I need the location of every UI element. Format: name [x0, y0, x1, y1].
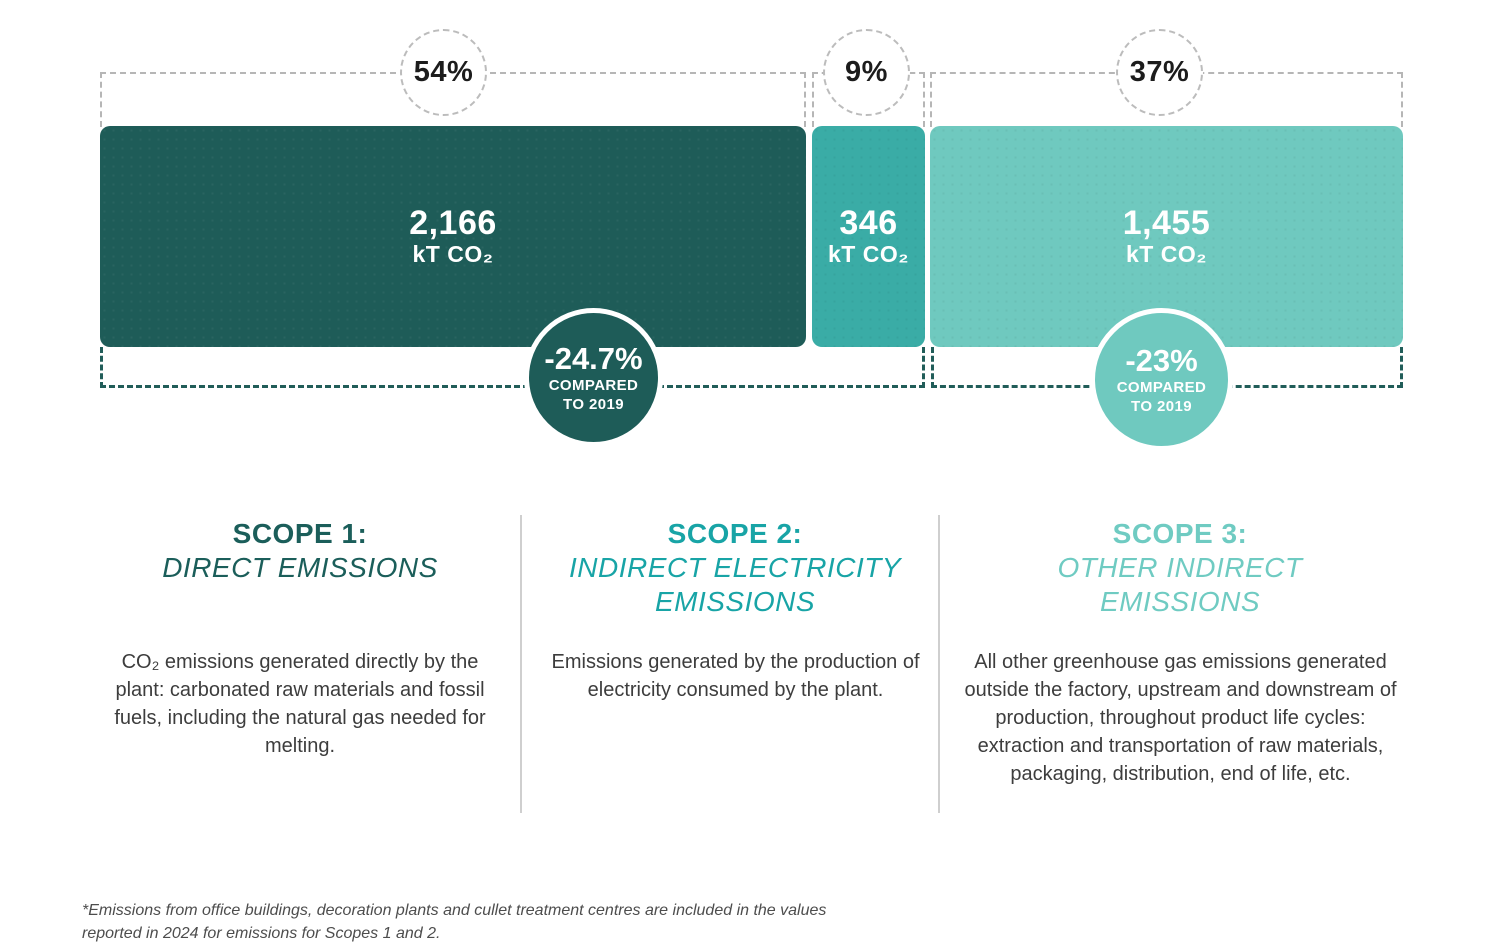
scope2-bar-label: 346 kT CO₂ [828, 205, 909, 268]
scope1-bar-label: 2,166 kT CO₂ [409, 205, 497, 268]
scope3-percent-circle: 37% [1116, 29, 1203, 116]
scope1-unit: kT CO₂ [412, 241, 494, 267]
scope2-subtitle: INDIRECT ELECTRICITY EMISSIONS [568, 552, 902, 617]
footnote: *Emissions from office buildings, decora… [82, 899, 826, 945]
scope1-description: CO₂ emissions generated directly by the … [114, 651, 486, 757]
scope3-subtitle: OTHER INDIRECT EMISSIONS [1057, 552, 1303, 617]
scope1-change-caption-line1: COMPARED [548, 376, 639, 394]
scope2-value: 346 [839, 204, 898, 242]
column-divider-2 [938, 515, 940, 813]
column-divider-1 [520, 515, 522, 813]
scope3-change-caption-line1: COMPARED [1116, 378, 1207, 396]
scope3-heading: SCOPE 3: OTHER INDIRECT EMISSIONS [955, 517, 1405, 619]
scope3-description: All other greenhouse gas emissions gener… [964, 651, 1397, 785]
footnote-line1: *Emissions from office buildings, decora… [82, 902, 827, 919]
scope3-unit: kT CO₂ [1126, 241, 1207, 267]
scope2-unit: kT CO₂ [828, 241, 909, 267]
scope2-percent-circle: 9% [823, 29, 910, 116]
scope1-bar: 2,166 kT CO₂ [100, 126, 806, 347]
scope3-change-value: -23% [1125, 342, 1198, 378]
scope2-percent-label: 9% [845, 56, 888, 88]
scope2-description: Emissions generated by the production of… [551, 651, 920, 701]
scope1-2-bottom-dashed-outline [100, 347, 925, 388]
scope1-percent-label: 54% [413, 56, 474, 88]
scope3-percent-label: 37% [1129, 56, 1190, 88]
scope1-change-badge: -24.7% COMPARED TO 2019 [524, 308, 663, 447]
scope1-percent-circle: 54% [400, 29, 487, 116]
footnote-line2: reported in 2024 for emissions for Scope… [82, 925, 441, 942]
scope1-heading: SCOPE 1: DIRECT EMISSIONS [95, 517, 505, 585]
scope1-change-value: -24.7% [544, 340, 643, 376]
scope2-title: SCOPE 2: [667, 518, 803, 549]
scope2-heading: SCOPE 2: INDIRECT ELECTRICITY EMISSIONS [540, 517, 930, 619]
scope1-change-caption-line2: TO 2019 [563, 395, 624, 413]
scope3-bar-label: 1,455 kT CO₂ [1123, 205, 1211, 268]
scope2-bar: 346 kT CO₂ [812, 126, 925, 347]
scope3-change-badge: -23% COMPARED TO 2019 [1090, 308, 1233, 451]
scope3-title: SCOPE 3: [1112, 518, 1248, 549]
scope1-value: 2,166 [409, 204, 497, 242]
scope3-value: 1,455 [1122, 204, 1211, 242]
scope1-title: SCOPE 1: [232, 518, 368, 549]
scope1-subtitle: DIRECT EMISSIONS [162, 552, 438, 583]
scope3-bar: 1,455 kT CO₂ [930, 126, 1403, 347]
scope3-change-caption-line2: TO 2019 [1131, 397, 1192, 415]
